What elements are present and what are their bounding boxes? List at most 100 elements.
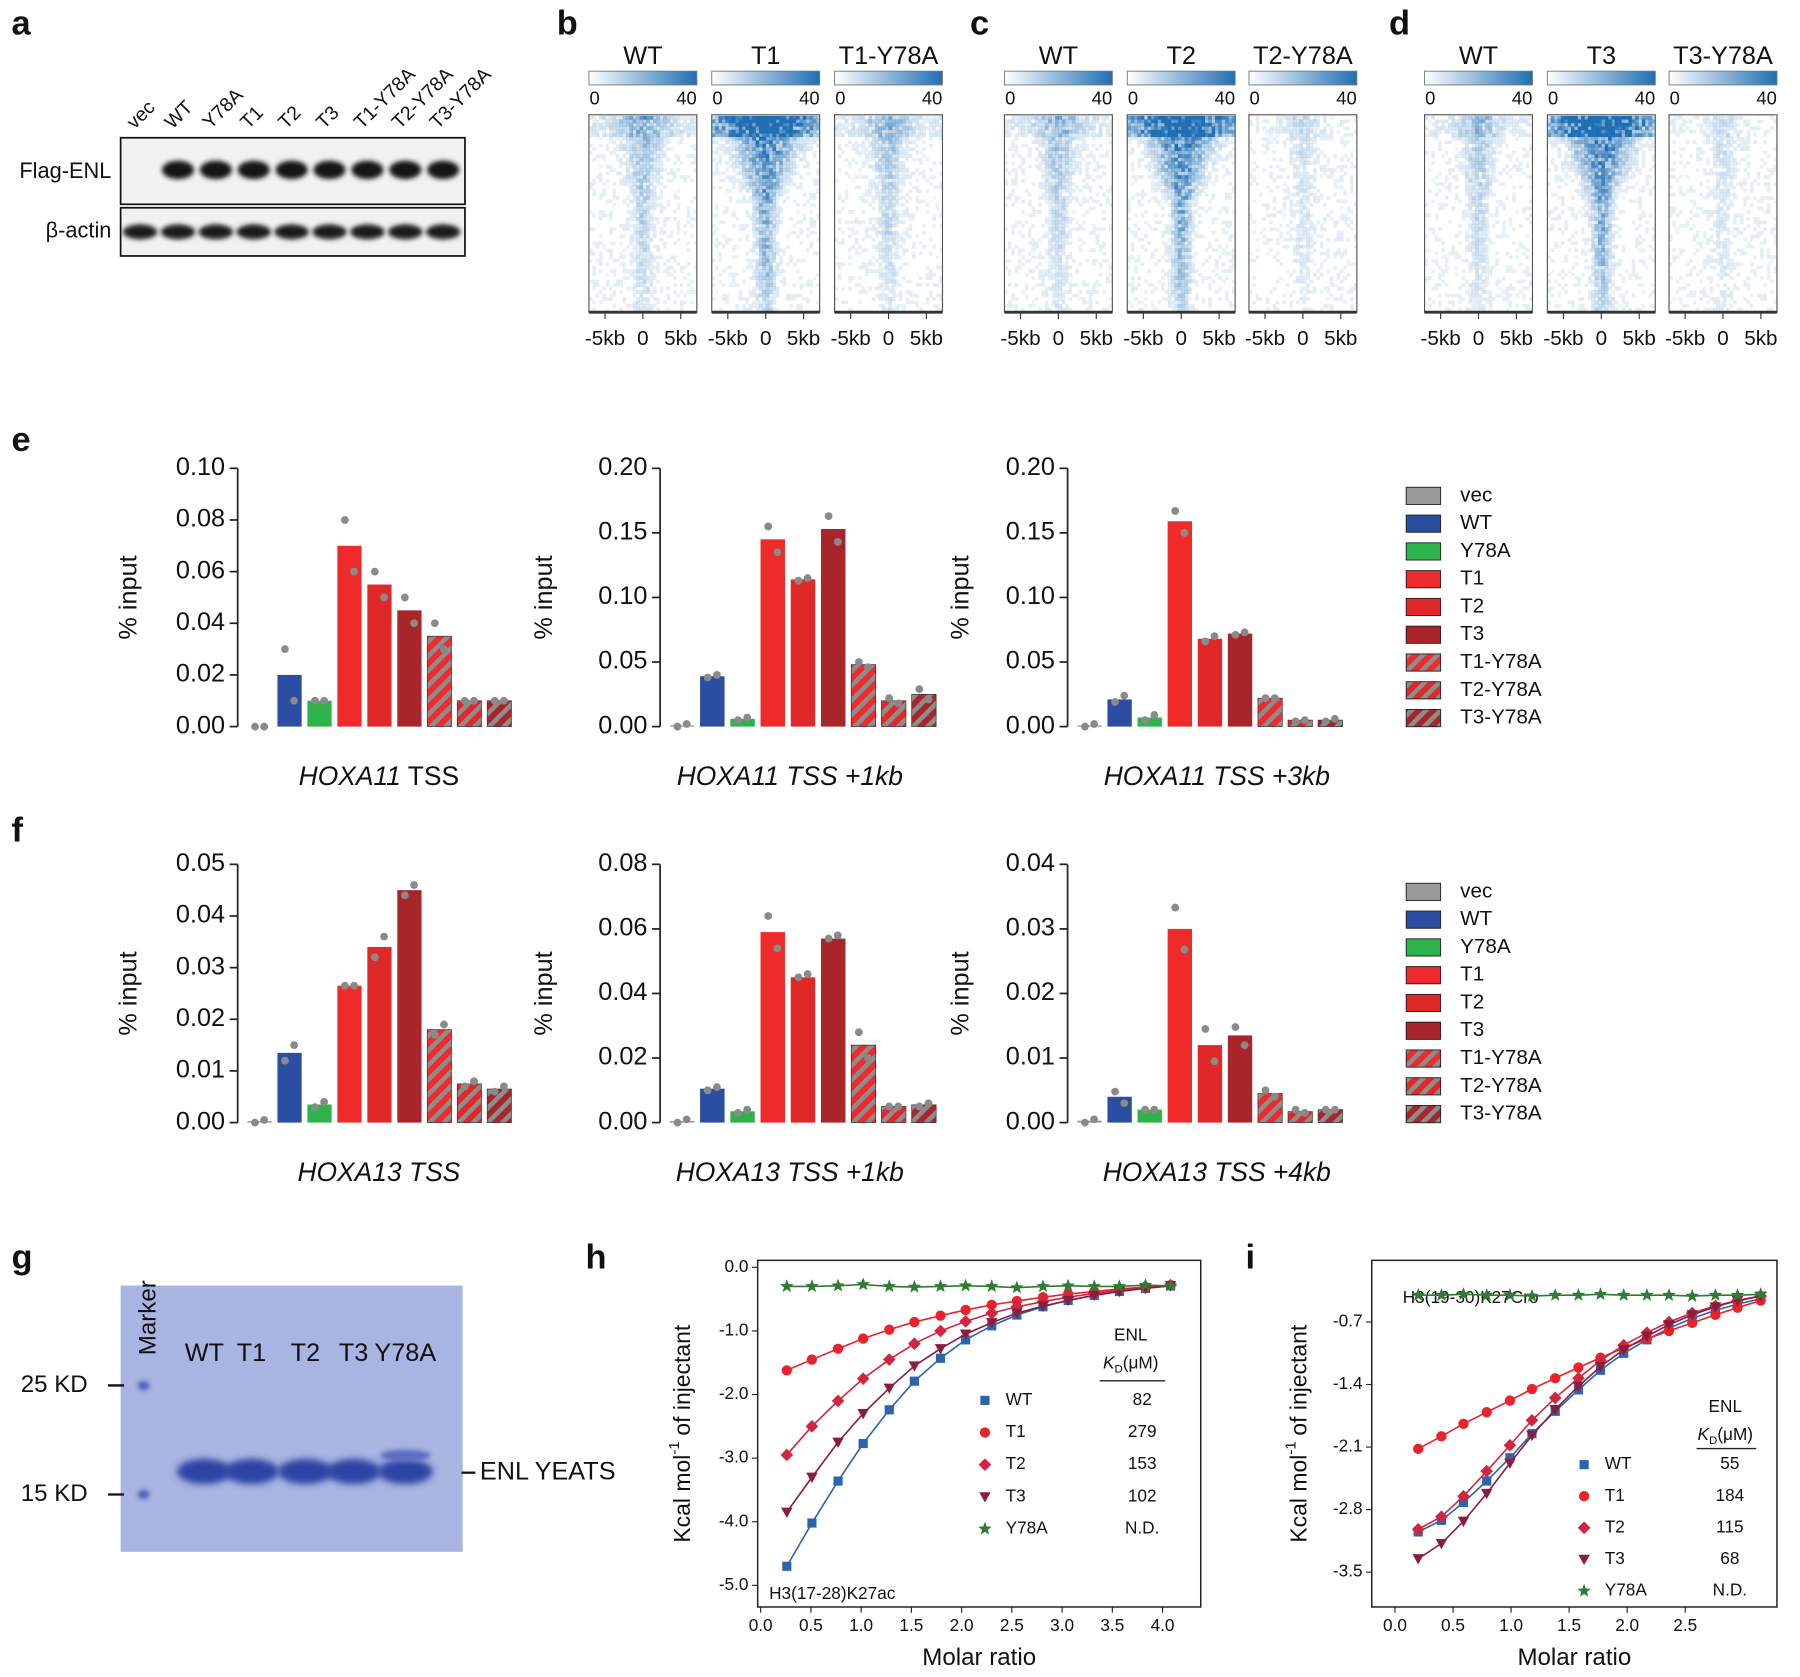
heatmap-cell bbox=[891, 171, 896, 176]
heatmap-cell bbox=[875, 234, 879, 239]
heatmap-cell bbox=[1058, 133, 1063, 138]
heatmap-cell bbox=[1187, 154, 1192, 158]
heatmap-cell bbox=[1255, 122, 1260, 127]
heatmap-cell bbox=[769, 216, 773, 221]
heatmap-cell bbox=[642, 216, 647, 221]
heatmap-cell bbox=[652, 304, 657, 308]
heatmap-cell bbox=[632, 234, 637, 239]
heatmap-cell bbox=[885, 115, 889, 120]
heatmap-cell bbox=[935, 133, 940, 138]
heatmap-cell bbox=[1265, 143, 1270, 148]
heatmap-cell bbox=[885, 234, 889, 239]
heatmap-cell bbox=[632, 290, 637, 294]
heatmap-cell bbox=[629, 140, 633, 145]
heatmap-x-tick-label: 0 bbox=[883, 327, 895, 350]
heatmap-cell bbox=[891, 126, 896, 131]
heatmap-cell bbox=[908, 122, 913, 127]
heatmap-cell bbox=[1140, 244, 1145, 249]
heatmap-cell bbox=[1228, 196, 1233, 200]
heatmap-cell bbox=[1065, 199, 1069, 204]
heatmap-cell bbox=[1108, 203, 1113, 207]
heatmap-cell bbox=[915, 157, 920, 162]
heatmap-cell bbox=[816, 189, 820, 193]
heatmap-cell bbox=[1082, 143, 1086, 148]
heatmap-cell bbox=[1164, 164, 1168, 169]
heatmap-cell bbox=[1211, 147, 1216, 152]
heatmap-cell bbox=[779, 171, 783, 176]
heatmap-cell bbox=[639, 258, 644, 263]
heatmap-cell bbox=[649, 196, 654, 200]
color-bar-tick: 0 bbox=[1250, 88, 1260, 109]
heatmap-cell bbox=[868, 126, 872, 131]
heatmap-cell bbox=[1058, 286, 1063, 291]
heatmap-cell bbox=[1011, 168, 1015, 172]
heatmap-cell bbox=[636, 175, 640, 179]
heatmap-cell bbox=[1181, 272, 1185, 277]
heatmap-cell bbox=[875, 129, 879, 134]
heatmap-cell bbox=[738, 161, 743, 165]
heatmap-cell bbox=[718, 143, 723, 148]
heatmap-cell bbox=[922, 140, 926, 145]
heatmap-cell bbox=[728, 196, 733, 200]
heatmap-cell bbox=[1150, 171, 1155, 176]
heatmap-cell bbox=[1221, 157, 1226, 162]
heatmap-cell bbox=[659, 133, 664, 138]
heatmap-cell bbox=[605, 262, 610, 266]
heatmap-cell bbox=[932, 122, 936, 127]
heatmap-cell bbox=[1184, 175, 1189, 179]
heatmap-cell bbox=[1302, 136, 1307, 141]
heatmap-cell bbox=[1187, 241, 1192, 246]
heatmap-cell bbox=[1184, 223, 1189, 228]
heatmap-cell bbox=[1078, 115, 1083, 120]
heatmap-cell bbox=[1171, 290, 1175, 294]
heatmap-cell bbox=[888, 154, 893, 158]
heatmap-cell bbox=[802, 140, 807, 145]
heatmap-cell bbox=[1177, 154, 1182, 158]
heatmap-cell bbox=[881, 241, 886, 246]
heatmap-cell bbox=[1031, 304, 1036, 308]
heatmap-cell bbox=[1336, 122, 1341, 127]
heatmap-cell bbox=[888, 126, 893, 131]
heatmap-cell bbox=[772, 150, 777, 155]
heatmap-cell bbox=[609, 168, 613, 172]
heatmap-cell bbox=[1231, 147, 1236, 152]
heatmap-cell bbox=[1058, 150, 1063, 155]
heatmap-cell bbox=[1171, 133, 1175, 138]
heatmap-cell bbox=[663, 140, 667, 145]
heatmap-cell bbox=[806, 283, 810, 287]
heatmap-cell bbox=[752, 164, 756, 169]
heatmap-cell bbox=[1134, 258, 1138, 263]
heatmap-cell bbox=[595, 244, 600, 249]
heatmap-cell bbox=[718, 157, 723, 162]
heatmap-cell bbox=[1184, 192, 1189, 197]
heatmap-cell bbox=[1201, 178, 1206, 183]
heatmap-cell bbox=[1160, 129, 1165, 134]
heatmap-cell bbox=[1147, 126, 1152, 131]
heatmap-cell bbox=[769, 251, 773, 256]
heatmap-cell bbox=[878, 244, 883, 249]
heatmap-cell bbox=[1208, 241, 1212, 246]
heatmap-cell bbox=[772, 119, 777, 124]
heatmap-cell bbox=[642, 178, 647, 183]
heatmap-cell bbox=[622, 161, 627, 165]
heatmap-cell bbox=[775, 157, 780, 162]
heatmap-cell bbox=[785, 119, 790, 124]
heatmap-cell bbox=[1034, 140, 1039, 145]
heatmap-cell bbox=[928, 168, 933, 172]
heatmap-cell bbox=[1071, 258, 1076, 263]
heatmap-cell bbox=[765, 262, 770, 266]
heatmap-cell bbox=[878, 293, 883, 298]
heatmap-cell bbox=[1051, 147, 1056, 152]
heatmap-cell bbox=[1323, 136, 1327, 141]
blot-band bbox=[313, 160, 346, 180]
heatmap-cell bbox=[1095, 192, 1100, 197]
heatmap-cell bbox=[799, 140, 804, 145]
heatmap-cell bbox=[898, 293, 903, 298]
heatmap-cell bbox=[1225, 157, 1229, 162]
heatmap-cell bbox=[878, 255, 883, 260]
heatmap-cell bbox=[939, 307, 943, 312]
heatmap-cell bbox=[646, 251, 650, 256]
heatmap-cell bbox=[612, 122, 617, 127]
heatmap-cell bbox=[1147, 175, 1152, 179]
heatmap-cell bbox=[1068, 234, 1073, 239]
